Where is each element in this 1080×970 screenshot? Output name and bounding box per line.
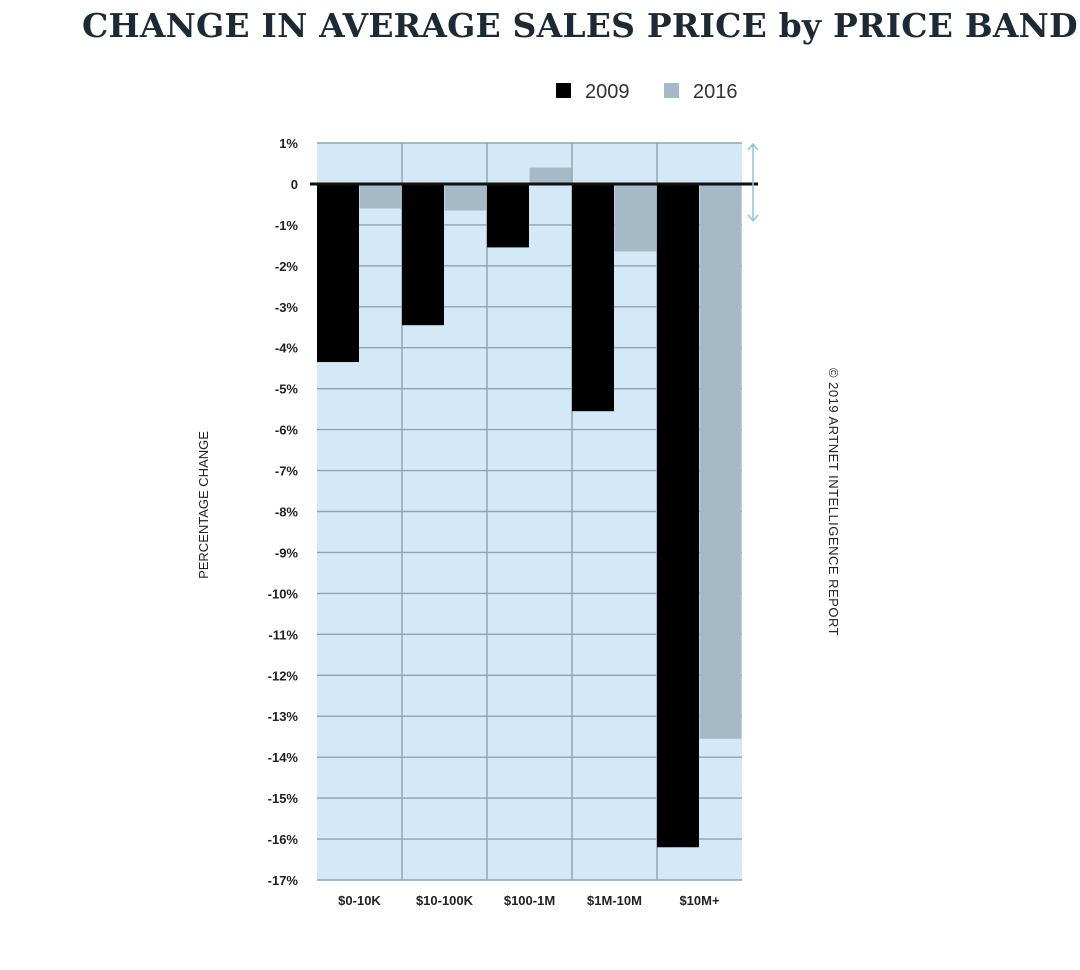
x-tick-labels: $0-10K $10-100K $100-1M $1M-10M $10M+ (338, 893, 720, 908)
bar-2016-0 (359, 183, 402, 209)
y-tick-label: -7% (275, 464, 299, 479)
range-arrow-icon (747, 142, 759, 223)
x-tick-label: $100-1M (504, 893, 555, 908)
bar-2016-1 (444, 183, 487, 211)
y-tick-label: -4% (275, 341, 299, 356)
x-tick-label: $10-100K (416, 893, 474, 908)
bar-2009-2 (487, 183, 529, 248)
bar-2016-2 (529, 167, 572, 184)
legend-label-2016: 2016 (693, 81, 738, 103)
y-tick-label: -8% (275, 505, 299, 520)
bar-2016-4 (699, 183, 742, 739)
y-tick-label: -15% (268, 791, 299, 806)
y-tick-label: -5% (275, 382, 299, 397)
y-axis-label: PERCENTAGE CHANGE (196, 431, 211, 579)
legend-swatch-2009 (556, 83, 571, 98)
y-tick-label: -9% (275, 545, 299, 560)
credit-text: © 2019 ARTNET INTELLIGENCE REPORT (826, 368, 841, 636)
chart-title: CHANGE IN AVERAGE SALES PRICE by PRICE B… (82, 6, 1078, 45)
legend: 2009 2016 (556, 81, 738, 103)
y-tick-label: -1% (275, 218, 299, 233)
x-tick-label: $1M-10M (587, 893, 642, 908)
y-tick-label: -13% (268, 709, 299, 724)
bar-2009-1 (402, 183, 444, 326)
y-tick-label: -2% (275, 259, 299, 274)
y-tick-label: -6% (275, 423, 299, 438)
x-tick-label: $10M+ (679, 893, 720, 908)
bar-2009-4 (657, 183, 699, 848)
bar-2009-3 (572, 183, 614, 412)
legend-label-2009: 2009 (585, 81, 630, 103)
y-tick-label: 0 (291, 177, 298, 192)
y-tick-label: -14% (268, 750, 299, 765)
y-tick-label: -12% (268, 668, 299, 683)
y-tick-label: 1% (279, 136, 298, 151)
y-tick-label: -3% (275, 300, 299, 315)
legend-swatch-2016 (664, 83, 679, 98)
bars (317, 167, 742, 848)
y-tick-label: -11% (268, 627, 298, 642)
y-tick-label: -10% (268, 586, 299, 601)
y-tick-label: -17% (268, 873, 299, 888)
x-tick-label: $0-10K (338, 893, 381, 908)
y-tick-label: -16% (268, 832, 299, 847)
bar-2009-0 (317, 183, 359, 363)
bar-2016-3 (614, 183, 657, 252)
y-tick-labels: 1% 0 -1% -2% -3% -4% -5% -6% -7% -8% -9% -10% -11% -1… (268, 136, 299, 888)
